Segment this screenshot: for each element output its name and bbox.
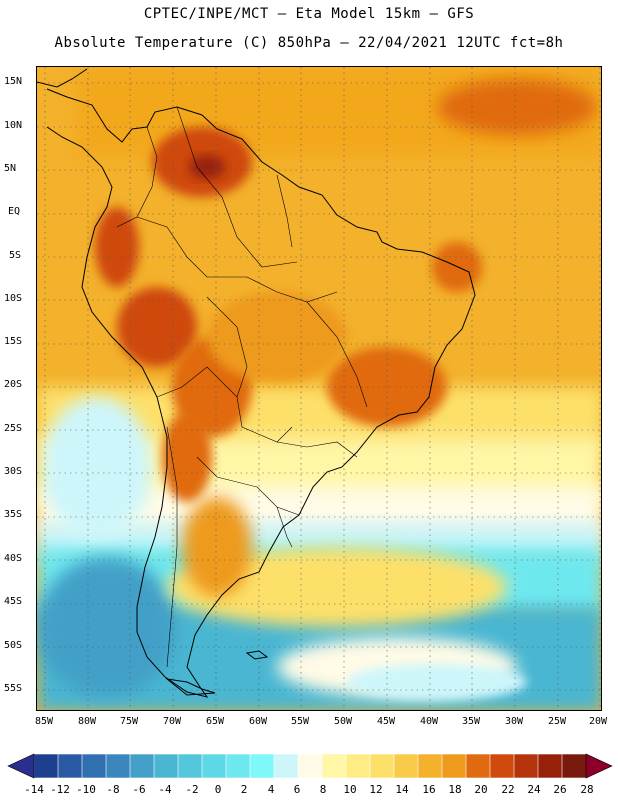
lon-label: 80W [77,716,97,727]
colorbar-cell [273,753,299,779]
lon-label: 40W [419,716,439,727]
lon-label: 75W [119,716,139,727]
colorbar-tick-label: 16 [422,783,436,796]
graticule [37,67,601,710]
colorbar-tick-label: 26 [553,783,567,796]
colorbar-cell [369,753,395,779]
lat-label: 25S [4,423,23,434]
colorbar-cell [297,753,323,779]
lat-label: 10S [4,293,23,304]
colorbar-tick-label: 0 [214,783,222,796]
country-borders [116,106,368,668]
colorbar-tick-label: 22 [501,783,515,796]
colorbar-tick-label: -14 [24,783,44,796]
lon-label: 30W [504,716,524,727]
colorbar-tick-label: -6 [132,783,146,796]
lon-label: 50W [333,716,353,727]
lon-label: 65W [205,716,225,727]
lon-label: 45W [376,716,396,727]
lon-label: 25W [547,716,567,727]
temperature-map [36,66,602,711]
coastlines [37,68,476,698]
colorbar-cell [393,753,419,779]
colorbar-tick-label: -12 [50,783,70,796]
colorbar-cell [201,753,227,779]
lat-label: 40S [4,553,23,564]
colorbar-cell [129,753,155,779]
colorbar-tick-label: 8 [319,783,327,796]
lat-label: 30S [4,466,23,477]
colorbar [7,753,613,779]
colorbar-cell [321,753,347,779]
lat-label: EQ [8,206,21,217]
colorbar-cell [465,753,491,779]
lon-label: 35W [461,716,481,727]
colorbar-tick-label: 28 [580,783,594,796]
colorbar-cell [489,753,515,779]
colorbar-cell [153,753,179,779]
colorbar-cell [249,753,275,779]
colorbar-cell [177,753,203,779]
tierra-del-fuego [165,678,216,696]
lat-label: 35S [4,509,23,520]
lat-label: 15S [4,336,23,347]
falklands [245,650,269,660]
colorbar-tick-label: 12 [369,783,383,796]
lat-label: 45S [4,596,23,607]
map-canvas [37,67,601,710]
colorbar-tick-label: -2 [185,783,199,796]
colorbar-cell [537,753,563,779]
lon-label: 85W [34,716,54,727]
colorbar-tick-label: 10 [343,783,357,796]
colorbar-cell [81,753,107,779]
lat-label: 50S [4,640,23,651]
lat-label: 5N [4,163,17,174]
colorbar-cell [105,753,131,779]
lon-label: 60W [248,716,268,727]
colorbar-cell [417,753,443,779]
lon-label: 70W [162,716,182,727]
south-america-coast [46,88,476,698]
colorbar-cell [225,753,251,779]
colorbar-tick-label: 18 [448,783,462,796]
title-line-1: CPTEC/INPE/MCT – Eta Model 15km – GFS [143,6,475,22]
lat-label: 5S [9,250,22,261]
colorbar-over-arrow [585,753,613,779]
colorbar-tick-label: 14 [395,783,409,796]
colorbar-cell [33,753,59,779]
colorbar-under-arrow [7,753,35,779]
colorbar-tick-label: -4 [158,783,172,796]
colorbar-tick-label: 4 [267,783,275,796]
central-america-coast [37,68,88,88]
colorbar-cell [57,753,83,779]
colorbar-cell [345,753,371,779]
title-line-2: Absolute Temperature (C) 850hPa – 22/04/… [54,35,564,51]
lon-label: 55W [290,716,310,727]
colorbar-tick-label: 2 [240,783,248,796]
colorbar-tick-label: 6 [293,783,301,796]
colorbar-tick-label: 24 [527,783,541,796]
colorbar-tick-label: 20 [474,783,488,796]
colorbar-tick-label: -10 [76,783,96,796]
lat-label: 20S [4,379,23,390]
lat-label: 10N [4,120,23,131]
colorbar-tick-label: -8 [106,783,120,796]
lon-label: 20W [588,716,608,727]
temp-field-warm-atlantic [437,79,597,135]
colorbar-cell [441,753,467,779]
lat-label: 55S [4,683,23,694]
colorbar-cell [561,753,587,779]
colorbar-cell [513,753,539,779]
lat-label: 15N [4,76,23,87]
